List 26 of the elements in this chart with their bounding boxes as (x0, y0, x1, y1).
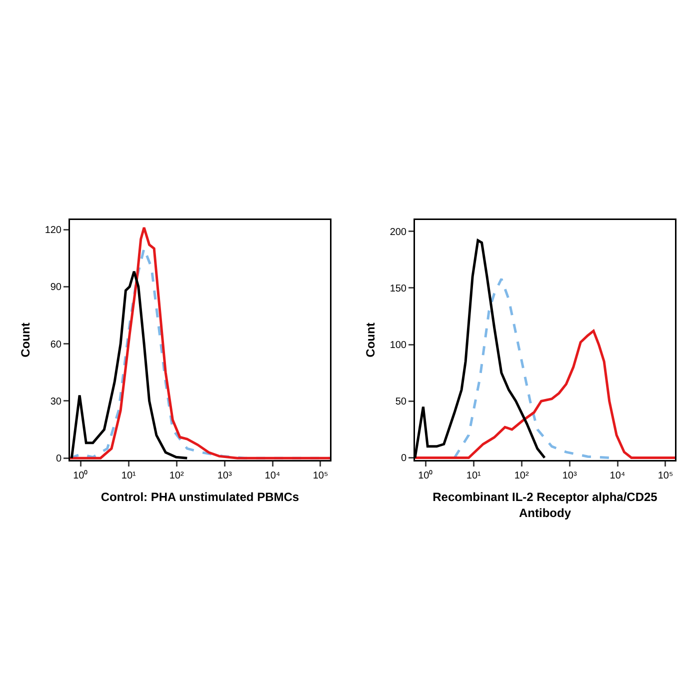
x-axis-title: Recombinant IL-2 Receptor alpha/CD25 Antibody (432, 490, 658, 520)
x-tick-label: 10⁰ (418, 470, 434, 482)
y-tick-label: 100 (390, 340, 407, 352)
y-tick-label: 60 (50, 339, 62, 350)
x-tick-label: 10⁵ (658, 470, 674, 482)
x-tick-label: 10⁴ (610, 470, 626, 482)
y-tick-label: 50 (395, 396, 407, 408)
x-tick-label: 10² (514, 470, 530, 482)
y-tick-label: 120 (44, 225, 62, 236)
x-tick-label: 10⁴ (264, 470, 280, 482)
y-tick-label: 200 (390, 226, 407, 238)
x-tick-label: 10³ (217, 470, 232, 482)
y-tick-label: 150 (390, 283, 407, 294)
x-tick-label: 10¹ (121, 470, 137, 482)
x-tick-label: 10⁰ (73, 470, 88, 482)
y-tick-label: 0 (400, 453, 407, 464)
y-tick-label: 0 (56, 454, 62, 465)
y-axis-title: Count (363, 322, 378, 358)
y-tick-label: 30 (50, 396, 62, 408)
x-axis-title: Control: PHA unstimulated PBMCs (100, 490, 300, 504)
y-tick-label: 90 (50, 282, 62, 294)
x-tick-label: 10⁵ (312, 470, 328, 482)
y-axis-title: Count (18, 322, 32, 358)
x-tick-label: 10³ (562, 470, 578, 482)
x-tick-label: 10² (169, 470, 184, 482)
x-tick-label: 10¹ (466, 470, 482, 482)
